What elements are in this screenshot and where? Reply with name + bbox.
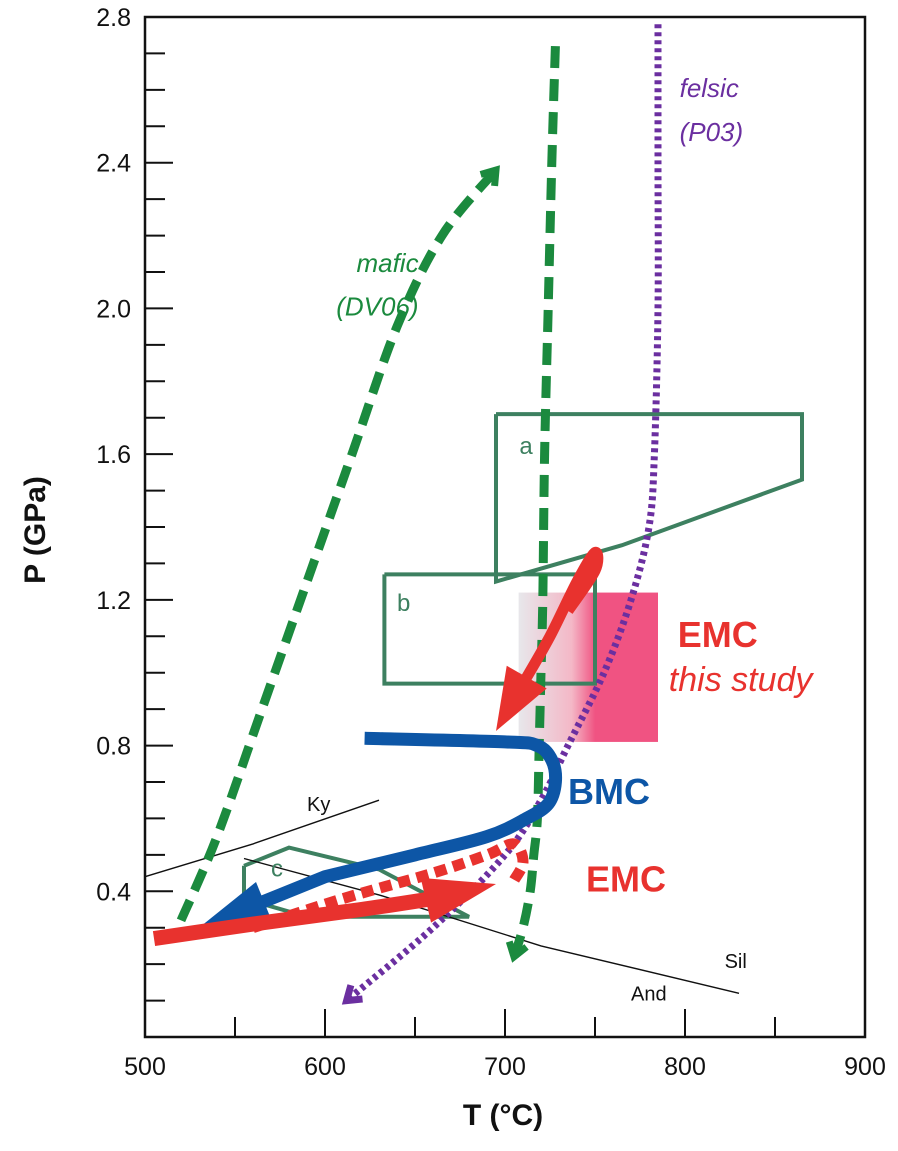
mafic-arrowhead [479, 165, 500, 187]
felsic-label: felsic [680, 73, 739, 103]
bmc-arrowhead [199, 881, 272, 928]
pt-box-a [494, 412, 804, 585]
x-tick-label: 600 [304, 1053, 346, 1081]
x-axis-title: T (°C) [463, 1099, 543, 1132]
y-tick-label: 0.4 [96, 878, 131, 906]
emc-this-study-path [518, 546, 604, 687]
box-label-c: c [271, 856, 283, 883]
mafic-ref-label: (DV06) [336, 292, 418, 322]
pt-box-b [382, 572, 597, 686]
andalusite-label: And [631, 984, 667, 1006]
felsic-arrowhead [341, 984, 363, 1005]
this-study-label: this study [669, 661, 815, 699]
reaction-line-0 [144, 799, 380, 878]
y-axis-title: P (GPa) [19, 476, 52, 584]
mafic-label: mafic [356, 248, 418, 278]
x-tick-label: 700 [484, 1053, 526, 1081]
emc-path [152, 891, 441, 947]
bmc-path [232, 731, 563, 920]
y-tick-label: 2.4 [96, 150, 131, 178]
emc-arrowhead [420, 877, 496, 923]
x-tick-label: 800 [664, 1053, 706, 1081]
green-steep-arrowhead [505, 940, 529, 963]
y-tick-label: 1.6 [96, 441, 131, 469]
y-tick-label: 1.2 [96, 587, 131, 615]
kyanite-label: Ky [307, 794, 330, 816]
y-tick-label: 0.8 [96, 733, 131, 761]
emc-study-label: EMC [678, 614, 758, 655]
emc-dotted-path [251, 838, 529, 933]
x-tick-label: 500 [124, 1053, 166, 1081]
emc-this-study-arrowhead [496, 665, 547, 731]
axes-layer [143, 15, 867, 1039]
sillimanite-label: Sil [725, 951, 747, 973]
emc-label: EMC [586, 858, 666, 899]
felsic-ref-label: (P03) [680, 117, 744, 147]
labels-layer: 500 600 700 800 900 0.4 0.8 1.2 1.6 2.0 2.4 2.8 a b c m… [96, 4, 886, 1081]
plot-frame [143, 15, 867, 1039]
y-tick-label: 2.0 [96, 295, 131, 323]
series-layer [152, 24, 662, 1005]
box-label-b: b [397, 590, 410, 617]
felsic-path [344, 24, 662, 1004]
y-tick-label: 2.8 [96, 4, 131, 32]
x-tick-label: 900 [844, 1053, 886, 1081]
bmc-label: BMC [568, 771, 650, 812]
mafic-path [176, 167, 500, 923]
box-label-a: a [519, 433, 533, 460]
